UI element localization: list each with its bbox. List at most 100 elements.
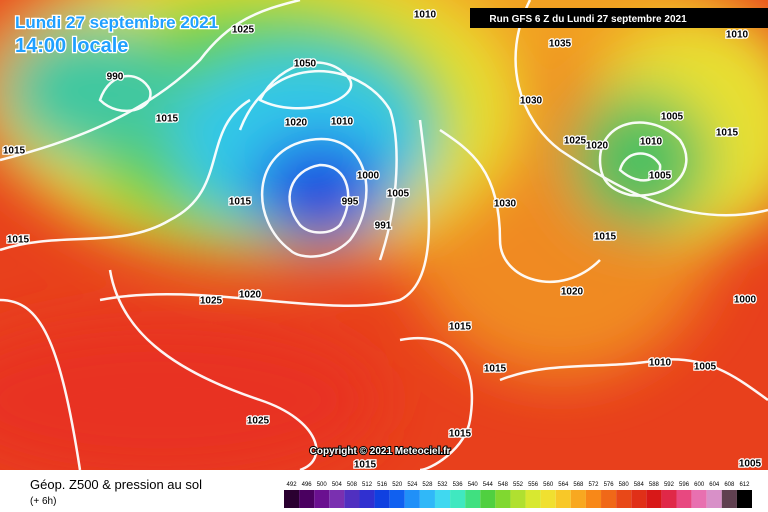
legend-label: 524 (407, 482, 418, 488)
isobar-label: 1015 (156, 114, 179, 125)
copyright: Copyright © 2021 Meteociel.fr (310, 446, 451, 457)
isobar-label: 1015 (7, 235, 30, 246)
legend-label: 508 (347, 482, 358, 488)
legend-label: 564 (558, 482, 569, 488)
legend-label: 596 (679, 482, 690, 488)
isobar-label: 1025 (200, 296, 223, 307)
isobar-labels: 1010 1025 990 1015 1015 1050 1020 1010 995 1000 10… (2, 8, 763, 472)
isobar-label: 1015 (449, 322, 472, 333)
legend-label: 512 (362, 482, 373, 488)
footer-lead: (+ 6h) (30, 496, 56, 507)
legend-label: 532 (438, 482, 449, 488)
legend: 492 496 500 504 508 512 516 520 524 528 532 536 540 5… (284, 482, 752, 508)
legend-label: 600 (694, 482, 705, 488)
legend-label: 536 (453, 482, 464, 488)
legend-label: 568 (573, 482, 584, 488)
isobar-label: 1025 (247, 416, 270, 427)
isobar-label: 995 (342, 197, 359, 208)
isobar-label: 1020 (239, 290, 262, 301)
legend-swatch (284, 490, 300, 508)
run-banner (470, 8, 768, 28)
isobar-label: 1010 (640, 137, 663, 148)
legend-swatch (465, 490, 481, 508)
legend-swatch (661, 490, 677, 508)
isobar-label: 1005 (661, 112, 684, 123)
legend-swatch (691, 490, 707, 508)
legend-swatch (736, 490, 752, 508)
legend-swatch (404, 490, 420, 508)
map-field (0, 0, 768, 480)
isobar-label: 1015 (229, 197, 252, 208)
legend-label: 520 (392, 482, 403, 488)
legend-swatch (676, 490, 692, 508)
legend-swatch (601, 490, 617, 508)
legend-swatch (495, 490, 511, 508)
legend-label: 584 (634, 482, 645, 488)
isobar-label: 1010 (726, 30, 749, 41)
legend-swatch (525, 490, 541, 508)
isobar-label: 1050 (294, 59, 317, 70)
isobar-label: 1025 (564, 136, 587, 147)
legend-label: 612 (739, 482, 750, 488)
isobar-label: 1020 (285, 118, 308, 129)
isobar-label: 1030 (520, 96, 543, 107)
footer-title: Géop. Z500 & pression au sol (30, 477, 202, 492)
legend-label: 556 (528, 482, 539, 488)
map-title: Lundi 27 septembre 2021 (15, 13, 218, 32)
isobar-label: 1010 (649, 358, 672, 369)
legend-label: 572 (588, 482, 599, 488)
legend-swatch (389, 490, 405, 508)
legend-swatch (434, 490, 451, 508)
legend-swatch (299, 490, 315, 508)
legend-swatch (314, 490, 330, 508)
isobar-label: 1005 (387, 189, 410, 200)
isobar-label: 1000 (734, 295, 757, 306)
isobar-label: 1015 (594, 232, 617, 243)
legend-swatch (510, 490, 526, 508)
legend-swatch (631, 490, 647, 508)
isobar-label: 1005 (694, 362, 717, 373)
isobar-label: 1030 (494, 199, 517, 210)
legend-label: 500 (317, 482, 328, 488)
isobar-label: 1015 (354, 460, 377, 471)
isobar-label: 1020 (561, 287, 584, 298)
isobar-label: 1010 (331, 117, 354, 128)
isobar-label: 1025 (232, 25, 255, 36)
legend-label: 588 (649, 482, 660, 488)
isobar-label: 1005 (739, 459, 762, 470)
isobar-label: 990 (107, 72, 124, 83)
legend-label: 492 (287, 482, 298, 488)
legend-label: 608 (724, 482, 735, 488)
legend-swatch (450, 490, 466, 508)
legend-swatch (419, 490, 435, 508)
isobar-label: 1015 (3, 146, 26, 157)
legend-swatch (359, 490, 375, 508)
isobar-label: 1005 (649, 171, 672, 182)
legend-label: 560 (543, 482, 554, 488)
isobar-label: 991 (375, 221, 392, 232)
map-time: 14:00 locale (15, 35, 128, 57)
legend-swatch (374, 490, 390, 508)
isobar-label: 1015 (716, 128, 739, 139)
legend-swatch (480, 490, 496, 508)
legend-swatch (721, 490, 737, 508)
legend-label: 496 (302, 482, 313, 488)
legend-label: 580 (619, 482, 630, 488)
legend-label: 540 (468, 482, 479, 488)
isobar-label: 1015 (484, 364, 507, 375)
legend-label: 504 (332, 482, 343, 488)
legend-label: 592 (664, 482, 675, 488)
legend-label: 548 (498, 482, 509, 488)
legend-label: 528 (422, 482, 433, 488)
isobar-label: 1035 (549, 39, 572, 50)
legend-label: 604 (709, 482, 720, 488)
legend-label: 544 (483, 482, 494, 488)
isobar-label: 1010 (414, 10, 437, 21)
legend-swatch (616, 490, 632, 508)
legend-label: 516 (377, 482, 388, 488)
run-label: Run GFS 6 Z du Lundi 27 septembre 2021 (489, 14, 687, 25)
isobar-label: 1020 (586, 141, 609, 152)
legend-swatch (585, 490, 602, 508)
